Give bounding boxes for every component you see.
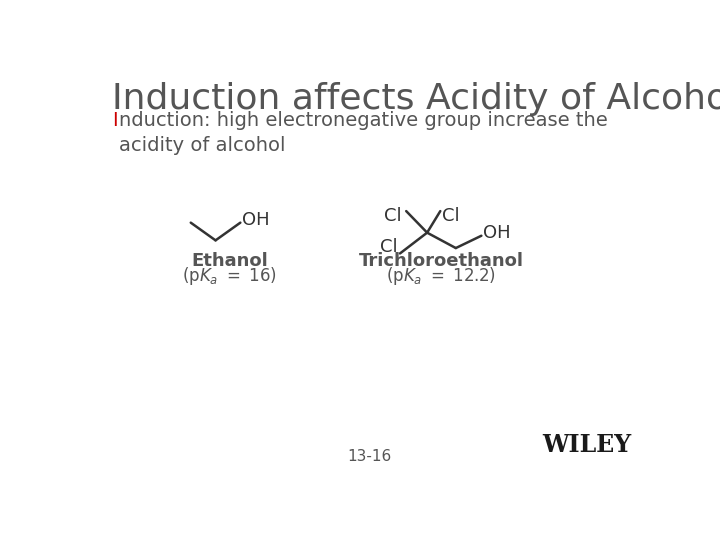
Text: (p$K_a$ $=$ 12.2): (p$K_a$ $=$ 12.2) (386, 265, 496, 287)
Text: (p$K_a$ $=$ 16): (p$K_a$ $=$ 16) (182, 265, 277, 287)
Text: nduction: high electronegative group increase the
acidity of alcohol: nduction: high electronegative group inc… (119, 111, 608, 155)
Text: OH: OH (242, 211, 269, 230)
Text: OH: OH (483, 225, 510, 242)
Text: Induction affects Acidity of Alcohols: Induction affects Acidity of Alcohols (112, 82, 720, 116)
Text: Cl: Cl (384, 207, 402, 225)
Text: 13-16: 13-16 (347, 449, 391, 464)
Text: Cl: Cl (380, 238, 397, 256)
Text: WILEY: WILEY (542, 434, 631, 457)
Text: Trichloroethanol: Trichloroethanol (359, 252, 523, 270)
Text: I: I (112, 111, 117, 130)
Text: Ethanol: Ethanol (191, 252, 268, 270)
Text: Cl: Cl (442, 207, 459, 225)
